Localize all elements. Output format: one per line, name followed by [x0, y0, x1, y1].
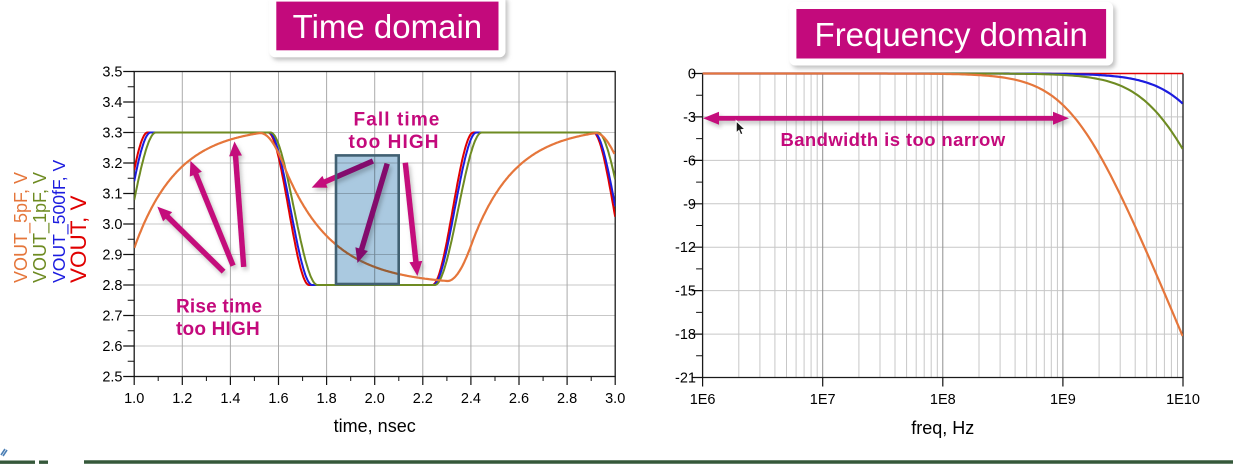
svg-text:-3: -3	[683, 110, 696, 126]
svg-text:2.4: 2.4	[461, 391, 481, 407]
svg-text:2.8: 2.8	[102, 278, 122, 294]
svg-text:-12: -12	[675, 240, 696, 256]
svg-text:1.4: 1.4	[220, 391, 240, 407]
svg-text:2.0: 2.0	[365, 391, 385, 407]
svg-text:2.2: 2.2	[413, 391, 433, 407]
svg-text:time, nsec: time, nsec	[334, 416, 416, 436]
svg-text:1.0: 1.0	[124, 391, 144, 407]
svg-text:3.3: 3.3	[102, 126, 122, 142]
svg-text:3.4: 3.4	[102, 95, 122, 111]
svg-text:1E8: 1E8	[930, 392, 956, 408]
svg-text:Rise time: Rise time	[176, 297, 262, 318]
svg-text:1.6: 1.6	[268, 391, 288, 407]
svg-text:1.2: 1.2	[172, 391, 192, 407]
svg-text:2.5: 2.5	[102, 370, 122, 386]
svg-text:Time domain: Time domain	[293, 8, 483, 45]
svg-text:3.5: 3.5	[102, 65, 122, 81]
svg-text:VOUT_5pF, V: VOUT_5pF, V	[11, 172, 32, 283]
svg-text:1E10: 1E10	[1166, 392, 1200, 408]
svg-text:3.1: 3.1	[102, 187, 122, 203]
svg-text:freq, Hz: freq, Hz	[911, 418, 974, 438]
svg-text:3.2: 3.2	[102, 156, 122, 172]
svg-text:Fall time: Fall time	[354, 110, 441, 131]
svg-text:-9: -9	[683, 197, 696, 213]
svg-text:2.6: 2.6	[102, 339, 122, 355]
svg-text:3.0: 3.0	[102, 217, 122, 233]
svg-text:VOUT_1pF, V: VOUT_1pF, V	[30, 172, 51, 283]
svg-text:-21: -21	[675, 371, 696, 387]
svg-text:-15: -15	[675, 284, 696, 300]
svg-text:VOUT, V: VOUT, V	[66, 195, 91, 283]
svg-text:-18: -18	[675, 327, 696, 343]
svg-text:VOUT_500fF, V: VOUT_500fF, V	[49, 160, 70, 283]
svg-text:2.8: 2.8	[557, 391, 577, 407]
svg-text:2.7: 2.7	[102, 309, 122, 325]
svg-text:-6: -6	[683, 153, 696, 169]
svg-text:1E9: 1E9	[1050, 392, 1076, 408]
svg-text:1.8: 1.8	[317, 391, 337, 407]
svg-text:0: 0	[688, 67, 696, 83]
svg-text:too HIGH: too HIGH	[176, 319, 260, 340]
svg-text:1E7: 1E7	[810, 392, 836, 408]
svg-text:3.0: 3.0	[605, 391, 625, 407]
svg-text:2.9: 2.9	[102, 248, 122, 264]
svg-text:Frequency domain: Frequency domain	[815, 16, 1088, 53]
svg-text:Bandwidth is too narrow: Bandwidth is too narrow	[780, 129, 1005, 150]
svg-text:1E6: 1E6	[690, 392, 716, 408]
svg-text:2.6: 2.6	[509, 391, 529, 407]
svg-text:too HIGH: too HIGH	[348, 132, 439, 153]
